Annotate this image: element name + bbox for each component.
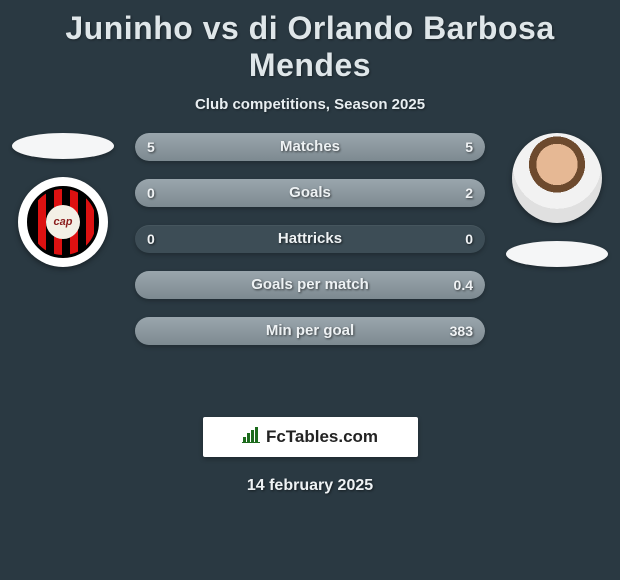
- stat-label: Goals per match: [135, 271, 485, 299]
- branding-box: FcTables.com: [203, 417, 418, 457]
- stat-right-value: 5: [465, 133, 473, 161]
- left-player-name-oval: [12, 133, 114, 159]
- page-title: Juninho vs di Orlando Barbosa Mendes: [0, 0, 620, 84]
- stat-label: Hattricks: [135, 225, 485, 253]
- stat-right-value: 383: [450, 317, 473, 345]
- branding-text: FcTables.com: [266, 427, 378, 447]
- left-player-column: cap: [8, 133, 118, 267]
- right-player-avatar: [512, 133, 602, 223]
- comparison-area: cap 5 Matches 5 0 Goals 2 0 Hattricks 0: [0, 133, 620, 393]
- right-player-column: [502, 133, 612, 267]
- stat-row: Min per goal 383: [135, 317, 485, 345]
- comparison-bars: 5 Matches 5 0 Goals 2 0 Hattricks 0 Goal…: [135, 133, 485, 345]
- stat-right-value: 0.4: [454, 271, 473, 299]
- stat-row: Goals per match 0.4: [135, 271, 485, 299]
- page-subtitle: Club competitions, Season 2025: [0, 96, 620, 113]
- stat-label: Matches: [135, 133, 485, 161]
- stat-row: 0 Hattricks 0: [135, 225, 485, 253]
- stat-row: 5 Matches 5: [135, 133, 485, 161]
- stat-right-value: 2: [465, 179, 473, 207]
- right-player-name-oval: [506, 241, 608, 267]
- stat-row: 0 Goals 2: [135, 179, 485, 207]
- left-club-badge: cap: [18, 177, 108, 267]
- club-badge-stripes: cap: [27, 186, 99, 258]
- club-badge-text: cap: [46, 205, 80, 239]
- stat-label: Goals: [135, 179, 485, 207]
- footer-date: 14 february 2025: [0, 477, 620, 495]
- bar-chart-icon: [242, 427, 260, 448]
- stat-label: Min per goal: [135, 317, 485, 345]
- stat-right-value: 0: [465, 225, 473, 253]
